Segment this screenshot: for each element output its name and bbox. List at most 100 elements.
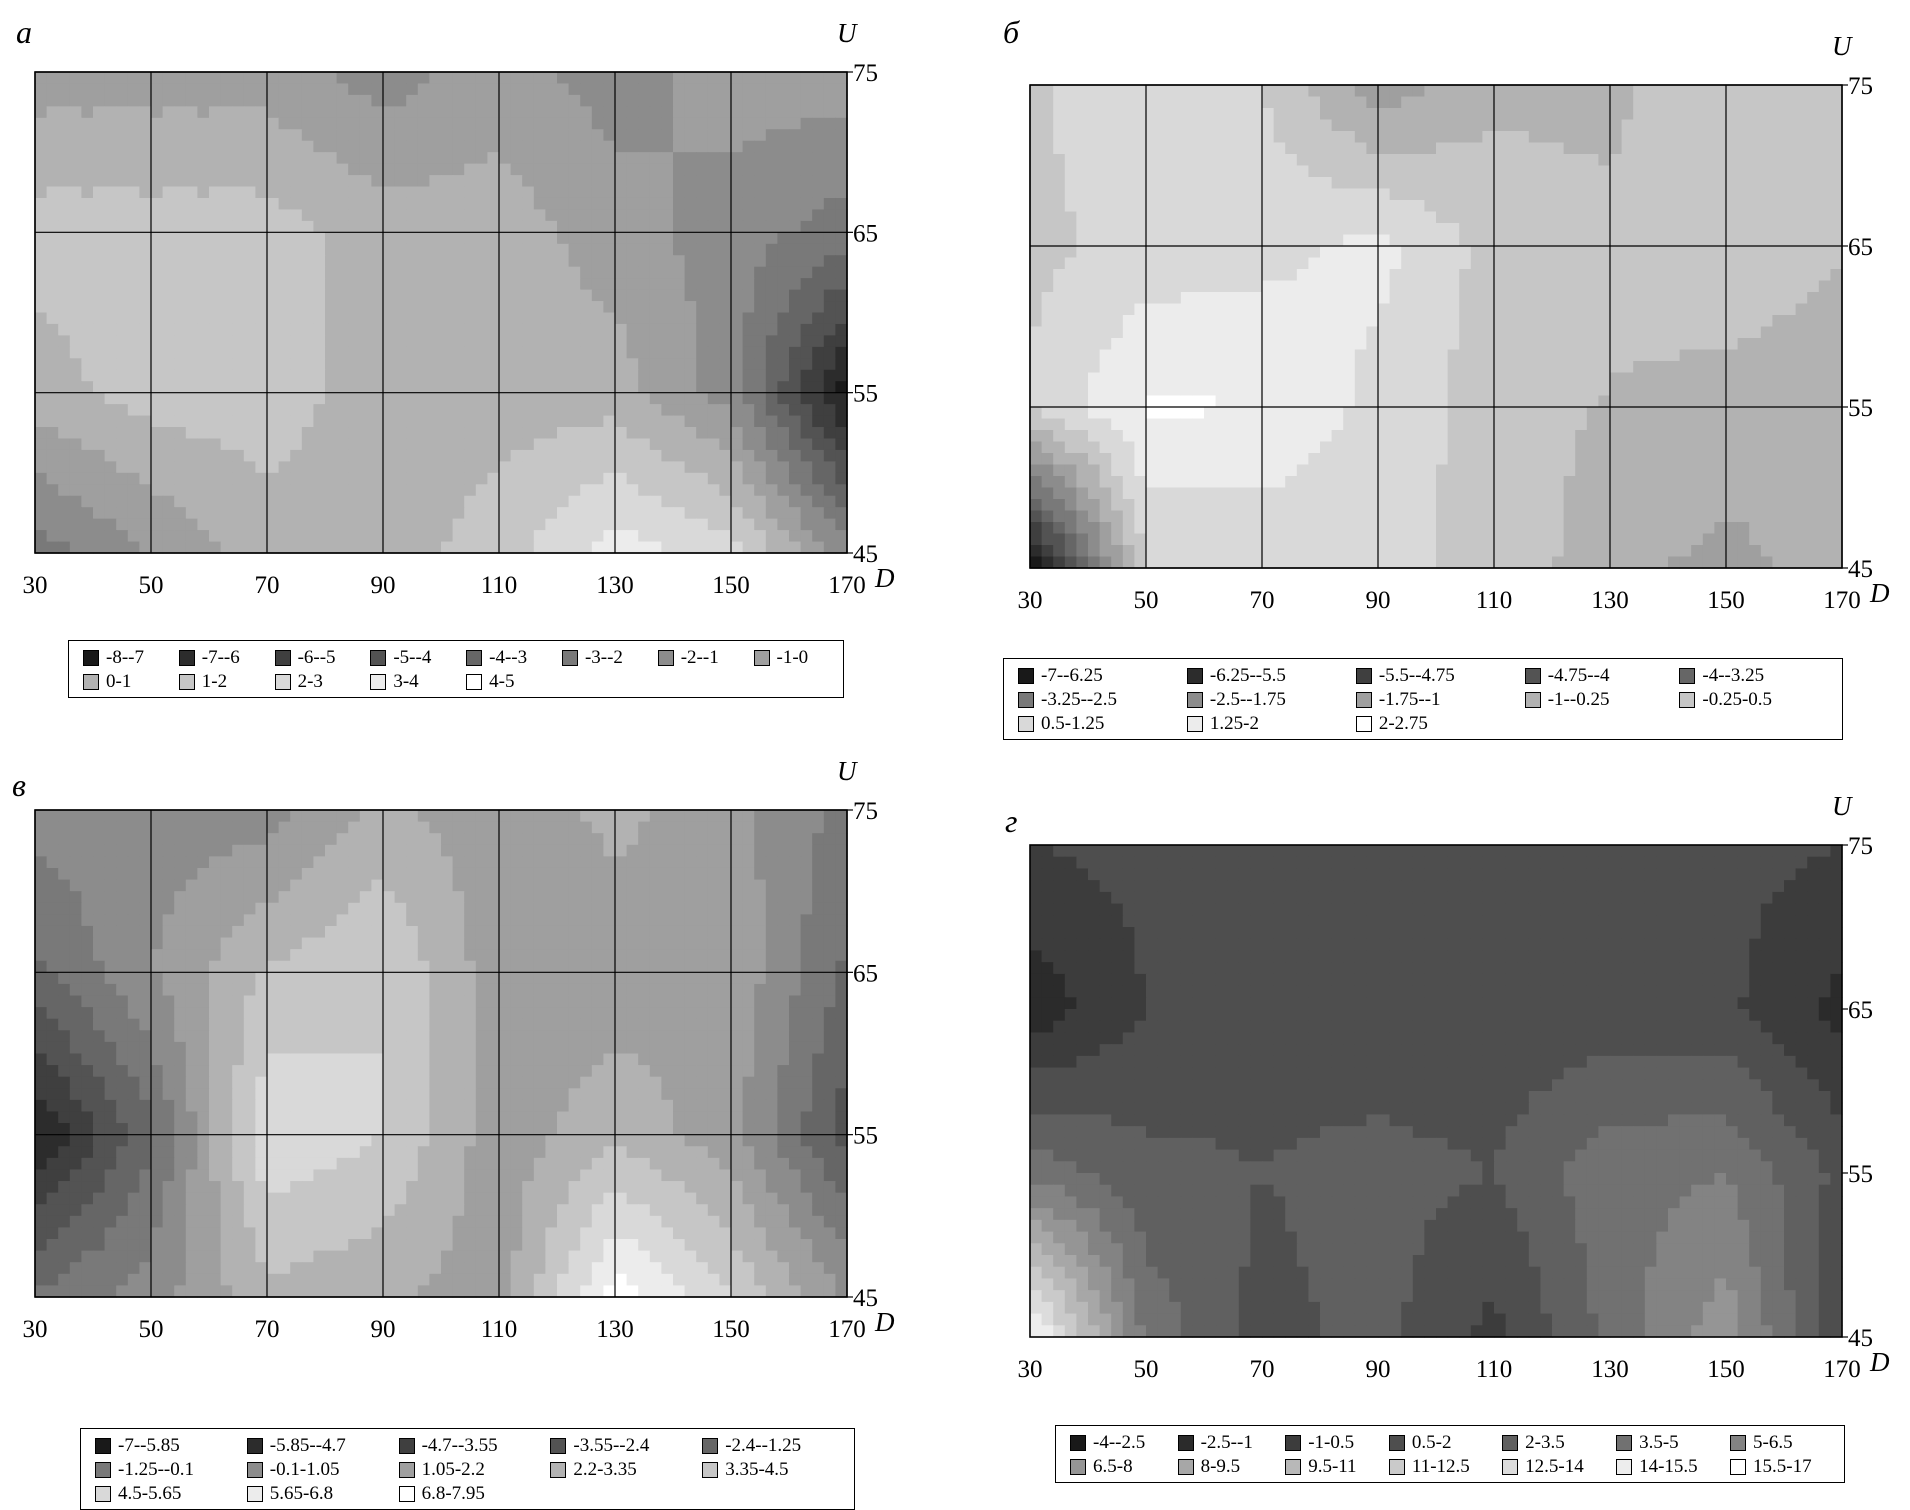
- contour-cell: [1239, 120, 1251, 132]
- contour-cell: [1517, 97, 1529, 109]
- contour-cell: [232, 542, 244, 554]
- contour-cell: [1227, 108, 1239, 120]
- contour-cell: [603, 404, 615, 416]
- contour-cell: [1146, 189, 1158, 201]
- contour-cell: [1390, 235, 1402, 247]
- contour-cell: [1529, 281, 1541, 293]
- contour-cell: [174, 244, 186, 256]
- contour-cell: [1413, 85, 1425, 97]
- contour-cell: [1494, 143, 1506, 155]
- contour-cell: [1413, 223, 1425, 235]
- contour-cell: [1598, 120, 1610, 132]
- contour-cell: [1239, 361, 1251, 373]
- contour-cell: [395, 358, 407, 370]
- contour-cell: [383, 461, 395, 473]
- contour-cell: [766, 427, 778, 439]
- contour-cell: [1297, 269, 1309, 281]
- contour-cell: [58, 416, 70, 428]
- contour-cell: [1761, 338, 1773, 350]
- contour-cell: [603, 416, 615, 428]
- contour-cell: [615, 72, 627, 84]
- contour-cell: [1274, 212, 1286, 224]
- contour-cell: [151, 507, 163, 519]
- contour-cell: [302, 255, 314, 267]
- contour-cell: [1598, 373, 1610, 385]
- contour-cell: [545, 507, 557, 519]
- contour-cell: [696, 358, 708, 370]
- contour-cell: [1169, 97, 1181, 109]
- contour-cell: [824, 278, 836, 290]
- contour-cell: [1506, 373, 1518, 385]
- contour-cell: [464, 393, 476, 405]
- contour-cell: [1123, 292, 1135, 304]
- contour-cell: [1250, 143, 1262, 155]
- contour-cell: [719, 542, 731, 554]
- contour-cell: [650, 175, 662, 187]
- contour-cell: [627, 519, 639, 531]
- contour-cell: [476, 496, 488, 508]
- contour-cell: [1088, 384, 1100, 396]
- contour-cell: [1332, 361, 1344, 373]
- contour-cell: [441, 232, 453, 244]
- contour-cell: [1552, 327, 1564, 339]
- contour-cell: [719, 83, 731, 95]
- contour-cell: [1158, 223, 1170, 235]
- contour-cell: [569, 198, 581, 210]
- contour-cell: [789, 530, 801, 542]
- contour-cell: [453, 313, 465, 325]
- contour-cell: [47, 255, 59, 267]
- contour-cell: [1216, 281, 1228, 293]
- contour-cell: [1250, 327, 1262, 339]
- contour-cell: [1343, 327, 1355, 339]
- contour-cell: [789, 393, 801, 405]
- contour-cell: [70, 141, 82, 153]
- contour-cell: [1459, 212, 1471, 224]
- contour-cell: [1494, 258, 1506, 270]
- contour-cell: [1517, 384, 1529, 396]
- contour-cell: [1459, 350, 1471, 362]
- contour-cell: [209, 519, 221, 531]
- contour-cell: [360, 484, 372, 496]
- contour-cell: [1761, 108, 1773, 120]
- contour-cell: [1807, 338, 1819, 350]
- contour-cell: [1297, 384, 1309, 396]
- contour-cell: [116, 118, 128, 130]
- y-tick-label: 75: [853, 60, 878, 87]
- contour-cell: [1529, 223, 1541, 235]
- contour-cell: [325, 187, 337, 199]
- contour-cell: [371, 358, 383, 370]
- contour-cell: [1192, 189, 1204, 201]
- contour-cell: [1401, 269, 1413, 281]
- contour-cell: [487, 301, 499, 313]
- contour-cell: [139, 530, 151, 542]
- contour-cell: [685, 347, 697, 359]
- contour-cell: [1645, 373, 1657, 385]
- contour-cell: [429, 290, 441, 302]
- contour-cell: [1622, 258, 1634, 270]
- contour-cell: [453, 461, 465, 473]
- contour-cell: [58, 450, 70, 462]
- contour-cell: [1622, 85, 1634, 97]
- contour-cell: [1355, 304, 1367, 316]
- contour-cell: [661, 450, 673, 462]
- contour-cell: [731, 129, 743, 141]
- contour-cell: [1482, 97, 1494, 109]
- contour-cell: [1633, 384, 1645, 396]
- contour-cell: [1645, 177, 1657, 189]
- contour-cell: [685, 72, 697, 84]
- contour-cell: [395, 221, 407, 233]
- contour-cell: [1598, 350, 1610, 362]
- contour-cell: [719, 450, 731, 462]
- contour-cell: [511, 473, 523, 485]
- contour-cell: [592, 141, 604, 153]
- contour-cell: [209, 164, 221, 176]
- contour-cell: [1587, 246, 1599, 258]
- contour-cell: [441, 267, 453, 279]
- contour-cell: [81, 209, 93, 221]
- contour-cell: [557, 324, 569, 336]
- contour-cell: [186, 313, 198, 325]
- contour-cell: [279, 335, 291, 347]
- contour-cell: [383, 187, 395, 199]
- contour-cell: [1308, 108, 1320, 120]
- contour-cell: [1366, 200, 1378, 212]
